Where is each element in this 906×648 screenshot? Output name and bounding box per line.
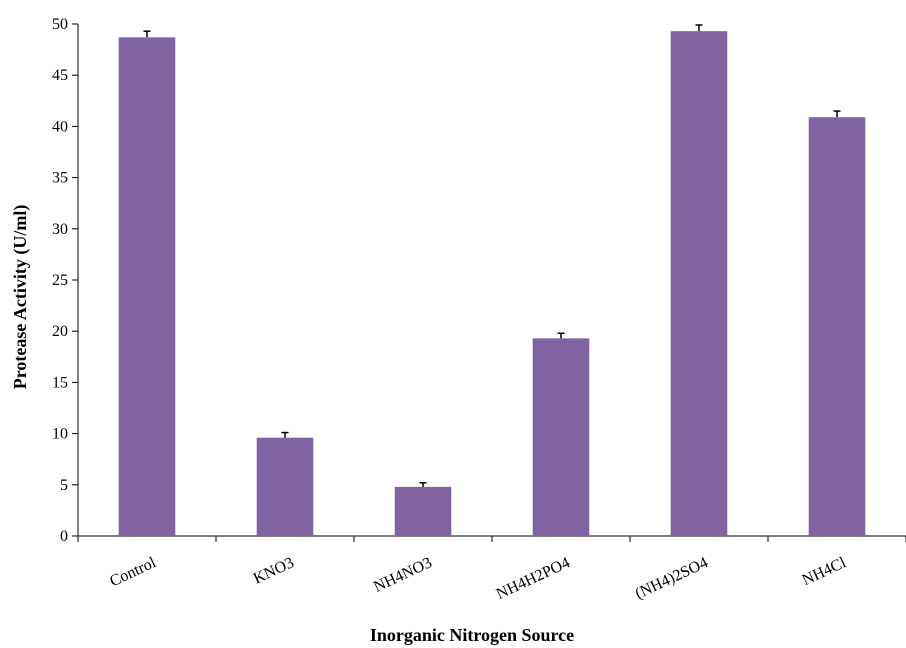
x-tick-labels: Control KNO3 NH4NO3 NH4H2PO4 (NH4)2SO4 NH4Cl: [107, 554, 849, 603]
y-axis-title: Protease Activity (U/ml): [10, 205, 31, 390]
bar-nh4no3: [394, 486, 452, 536]
bars: [118, 31, 866, 537]
bar-nh4h2po4: [532, 338, 590, 536]
y-tick-label: 45: [52, 67, 68, 84]
y-tick-label: 0: [60, 528, 68, 545]
y-tick-label: 10: [52, 426, 68, 443]
y-tick-label: 5: [60, 477, 68, 494]
x-tick-label: NH4H2PO4: [494, 554, 573, 603]
y-axis: 0 5 10 15 20 25 30 35 40 45 50: [52, 16, 79, 545]
x-tick-label: Control: [107, 554, 159, 590]
y-tick-label: 35: [52, 170, 68, 187]
bar--nh4-2so4: [670, 31, 728, 536]
error-bars: [143, 24, 841, 487]
bar-kno3: [256, 437, 314, 536]
x-tick-label: NH4NO3: [371, 554, 435, 596]
y-tick-label: 15: [52, 374, 68, 391]
x-axis: [77, 535, 906, 542]
bar-control: [118, 37, 176, 536]
x-tick-label: (NH4)2SO4: [633, 554, 711, 602]
y-tick-label: 50: [52, 16, 68, 33]
x-tick-label: NH4Cl: [800, 554, 850, 589]
y-tick-label: 25: [52, 272, 68, 289]
y-tick-label: 40: [52, 118, 68, 135]
y-tick-label: 20: [52, 323, 68, 340]
x-axis-title: Inorganic Nitrogen Source: [370, 625, 574, 645]
x-tick-label: KNO3: [251, 554, 297, 587]
bar-nh4cl: [808, 117, 866, 537]
y-tick-label: 30: [52, 221, 68, 238]
